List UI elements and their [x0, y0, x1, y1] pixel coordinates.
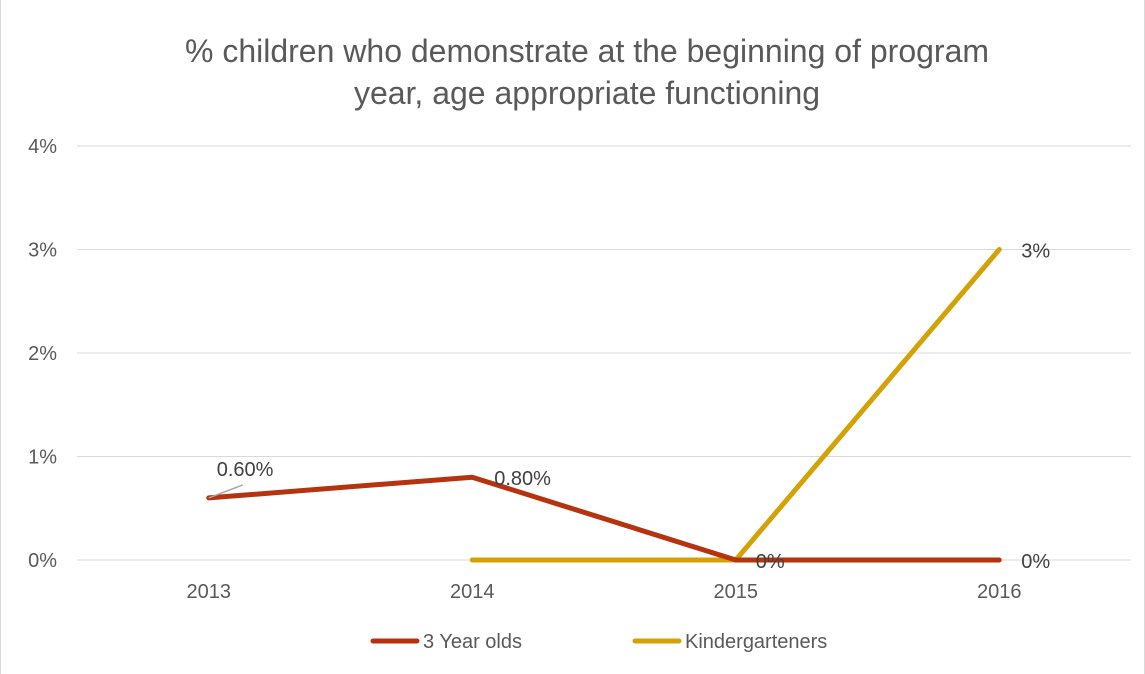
- data-labels: 0.60% 0.80% 0% 0% 3%: [208, 241, 1050, 573]
- y-tick-label: 0%: [28, 550, 57, 572]
- data-label-leader: [208, 484, 244, 499]
- y-tick-label: 4%: [28, 136, 57, 158]
- y-axis-ticks: 0% 1% 2% 3% 4%: [28, 136, 57, 572]
- x-tick-label: 2015: [714, 581, 759, 603]
- series-line-3-year-olds: [206, 474, 1002, 563]
- x-tick-label: 2014: [450, 581, 495, 603]
- chart-title-line-2: year, age appropriate functioning: [354, 75, 820, 111]
- legend: 3 Year olds Kindergarteners: [370, 631, 827, 653]
- legend-label: Kindergarteners: [685, 631, 827, 653]
- legend-label: 3 Year olds: [423, 631, 522, 653]
- x-axis-ticks: 2013 2014 2015 2016: [187, 581, 1022, 603]
- data-label: 3%: [1021, 241, 1050, 263]
- chart-title-line-1: % children who demonstrate at the beginn…: [185, 33, 989, 69]
- x-tick-label: 2016: [977, 581, 1022, 603]
- y-tick-label: 1%: [28, 447, 57, 469]
- series-line-kindergarteners: [469, 247, 1002, 563]
- series-lines: [206, 247, 1002, 563]
- data-label: 0%: [1021, 551, 1050, 573]
- x-tick-label: 2013: [187, 581, 232, 603]
- data-label: 0%: [756, 551, 785, 573]
- data-label: 0.80%: [494, 468, 551, 490]
- y-tick-label: 2%: [28, 343, 57, 365]
- y-tick-label: 3%: [28, 240, 57, 262]
- chart-title: % children who demonstrate at the beginn…: [185, 33, 989, 111]
- data-label: 0.60%: [217, 459, 274, 481]
